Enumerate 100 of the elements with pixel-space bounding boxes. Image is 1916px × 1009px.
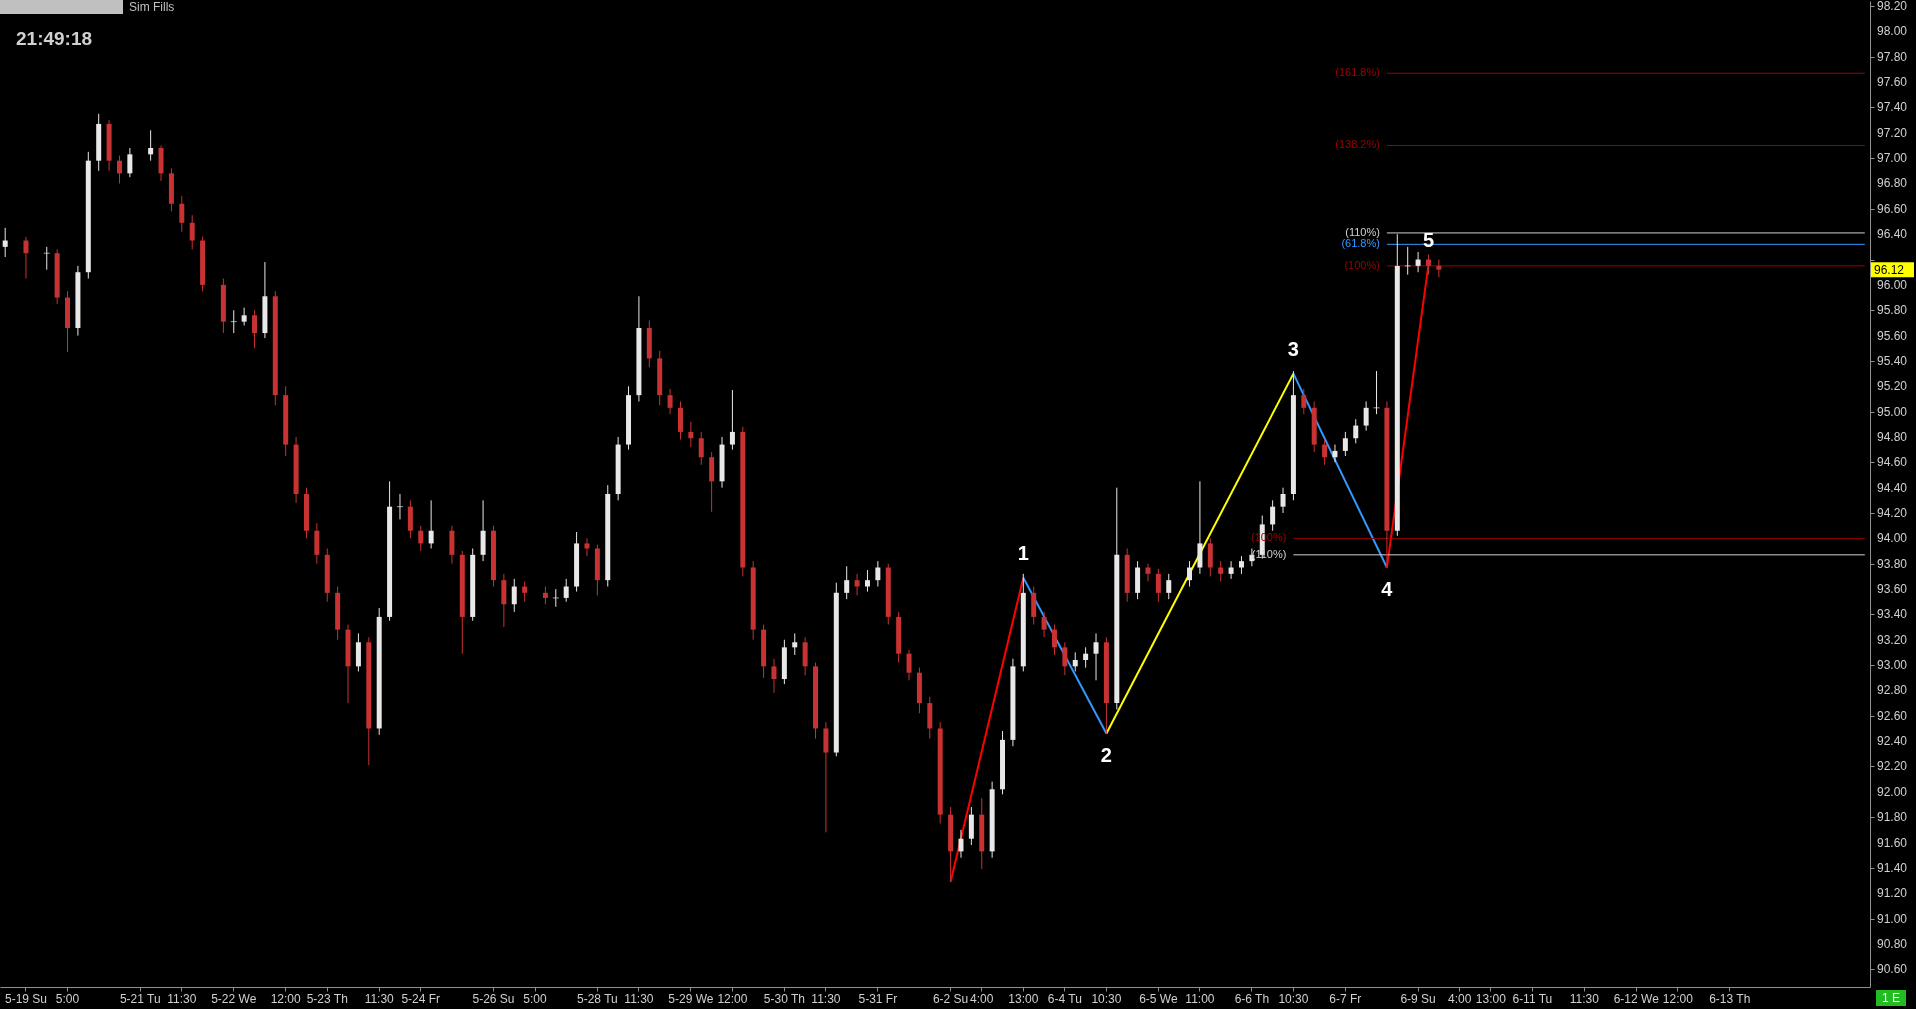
candlestick	[1093, 632, 1099, 681]
x-tick-label: 6-6 Th	[1234, 991, 1270, 1006]
x-tick-label: 11:30	[624, 991, 654, 1006]
candlestick	[1062, 641, 1068, 676]
candlestick	[418, 525, 424, 552]
y-tick-label: 95.80	[1877, 303, 1908, 318]
x-tick-label: 5-19 Su	[4, 991, 47, 1006]
x-tick-label: 5-24 Fr	[401, 991, 441, 1006]
candlestick	[148, 129, 154, 162]
y-tick-label: 94.80	[1877, 429, 1908, 444]
y-tick-label: 92.40	[1877, 734, 1908, 749]
y-tick-label: 95.40	[1877, 353, 1908, 368]
candlestick	[396, 493, 403, 520]
y-tick-label: 96.80	[1877, 176, 1908, 191]
series-label: 3	[1287, 337, 1299, 360]
candlestick	[511, 578, 517, 613]
y-tick-label: 98.20	[1877, 0, 1908, 14]
y-tick-label: 96.60	[1877, 201, 1908, 216]
y-tick-label: 94.00	[1877, 531, 1908, 546]
candlestick	[241, 307, 247, 326]
candlestick	[1072, 651, 1078, 672]
annotation: 21:49:18	[16, 28, 93, 50]
x-tick-label: 10:30	[1278, 991, 1309, 1006]
y-tick-label: 97.80	[1877, 49, 1908, 64]
x-tick-label: 5:00	[55, 991, 80, 1006]
candlestick	[1145, 563, 1151, 582]
y-tick-label: 91.00	[1877, 911, 1908, 926]
candlestick	[1041, 611, 1047, 638]
candlestick	[1332, 444, 1338, 463]
series-label: 2	[1100, 743, 1112, 766]
y-tick-label: 93.00	[1877, 658, 1908, 673]
x-tick-label: 6-2 Su	[932, 991, 969, 1006]
x-tick-label: 11:30	[1569, 991, 1600, 1006]
candlestick	[688, 421, 694, 448]
candlestick	[1322, 439, 1328, 466]
x-tick-label: 5-30 Th	[763, 991, 805, 1006]
candlestick	[1436, 259, 1442, 278]
candlestick	[179, 195, 185, 233]
candlestick	[189, 214, 195, 250]
candlestick	[43, 246, 50, 271]
series-label: (100%)	[1344, 258, 1380, 271]
x-tick-label: 6-9 Su	[1400, 991, 1436, 1006]
y-tick-label: 96.00	[1877, 277, 1908, 292]
x-tick-label: 10:30	[1091, 991, 1122, 1006]
candlestick	[1228, 560, 1234, 580]
candlestick	[1342, 431, 1348, 457]
series-label: (61.8%)	[1341, 237, 1380, 250]
candlestick	[1425, 253, 1431, 276]
x-tick-label: 11:30	[364, 991, 395, 1006]
candlestick	[864, 569, 870, 593]
candlestick	[1363, 400, 1369, 432]
x-tick-label: 5-26 Su	[472, 991, 515, 1006]
x-tick-label: 12:00	[1662, 991, 1694, 1006]
y-tick-label: 97.60	[1877, 75, 1908, 90]
x-tick-label: 5-28 Tu	[577, 991, 618, 1006]
candlestick	[1155, 568, 1161, 603]
candlestick	[584, 537, 590, 557]
candlestick	[771, 658, 777, 694]
candlestick	[1051, 624, 1057, 656]
y-tick-label: 92.80	[1877, 683, 1908, 698]
candlestick	[428, 499, 434, 549]
x-tick-label: 13:00	[1475, 991, 1507, 1006]
y-tick-label: 91.60	[1877, 835, 1908, 850]
candlestick	[2, 227, 8, 258]
y-tick-label: 91.20	[1877, 886, 1908, 901]
x-tick-label: 11:30	[167, 991, 197, 1006]
y-tick-label: 94.20	[1877, 506, 1908, 521]
x-tick-label: 6-13 Th	[1709, 991, 1751, 1006]
candlestick	[667, 388, 673, 415]
x-tick-label: 5-29 We	[668, 991, 714, 1006]
y-tick-label: 92.60	[1877, 708, 1908, 723]
candlestick	[875, 560, 881, 588]
x-tick-label: 6-7 Fr	[1329, 991, 1362, 1006]
candlestick	[127, 147, 133, 178]
y-tick-label: 95.60	[1877, 328, 1908, 343]
x-tick-label: 4:00	[1447, 991, 1472, 1006]
x-tick-label: 5-31 Fr	[858, 991, 898, 1006]
y-tick-label: 97.40	[1877, 100, 1908, 115]
series-label: (138.2%)	[1335, 138, 1380, 151]
y-tick-label: 91.40	[1877, 860, 1908, 875]
y-tick-label: 96.40	[1877, 227, 1908, 242]
candlestick	[1187, 560, 1193, 588]
x-tick-label: 6-5 We	[1139, 991, 1178, 1006]
candlestick	[522, 580, 528, 603]
y-tick-label: 93.20	[1877, 632, 1908, 647]
y-tick-label: 90.60	[1877, 962, 1908, 977]
x-tick-label: 11:00	[1185, 991, 1215, 1006]
candlestick	[792, 632, 798, 656]
y-tick-label: 93.40	[1877, 607, 1908, 622]
x-tick-label: 11:30	[811, 991, 841, 1006]
text: 96.12	[1874, 262, 1905, 277]
series-label: (161.8%)	[1335, 66, 1380, 79]
candlestick	[563, 578, 569, 603]
x-tick-label: 5-22 We	[211, 991, 257, 1006]
candlestick	[1373, 370, 1380, 415]
x-tick-label: 6-11 Tu	[1512, 991, 1553, 1006]
candlestick	[552, 588, 559, 608]
candlestick	[230, 309, 237, 334]
x-tick-label: 12:00	[270, 991, 302, 1006]
candlestick	[698, 431, 704, 466]
